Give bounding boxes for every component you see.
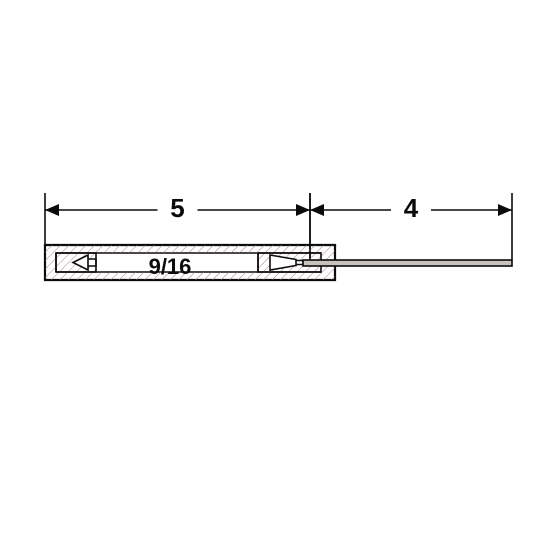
bore-label: 9/16 — [149, 254, 192, 279]
dimension: 4 — [310, 193, 512, 260]
rod — [303, 260, 512, 266]
dimension-label: 4 — [404, 193, 419, 223]
left-plug — [56, 253, 96, 272]
technical-drawing: 5 4 9/16 — [0, 0, 533, 533]
dimension-label: 5 — [170, 193, 184, 223]
